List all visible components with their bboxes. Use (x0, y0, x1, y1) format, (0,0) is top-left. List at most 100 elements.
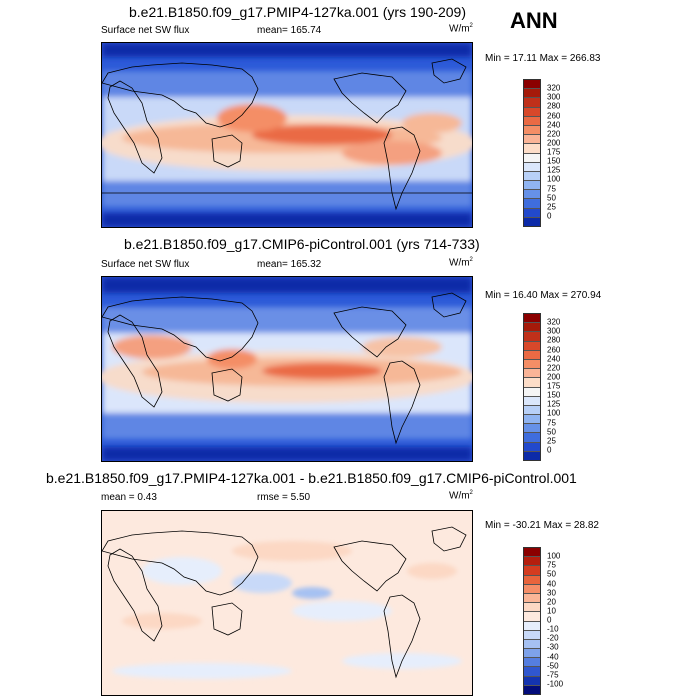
minmax-label: Min = -30.21 Max = 28.82 (485, 520, 599, 531)
colorbar-swatch (524, 369, 540, 379)
colorbar-swatch (524, 190, 540, 200)
colorbar-swatch (524, 603, 540, 613)
colorbar-tick-label: 0 (547, 445, 552, 455)
mean-label: mean= 165.74 (257, 25, 322, 36)
colorbar-tick-label: 150 (547, 390, 561, 400)
colorbar-swatch (524, 217, 540, 226)
colorbar-tick-label: -100 (547, 679, 564, 689)
colorbar-swatch (524, 557, 540, 567)
colorbar-swatch (524, 639, 540, 650)
units-label: W/m2 (449, 257, 473, 269)
colorbar-tick-label: 220 (547, 363, 561, 373)
colorbar-tick-label: 200 (547, 372, 561, 382)
mean-label: mean= 165.32 (257, 259, 322, 270)
colorbar-swatch (524, 181, 540, 191)
panel-title: b.e21.B1850.f09_g17.CMIP6-piControl.001 … (124, 236, 480, 252)
colorbar-swatch (524, 658, 540, 668)
colorbar-swatch (524, 153, 540, 163)
colorbar-tick-label: 125 (547, 165, 561, 175)
colorbar-tick-label: 100 (547, 408, 561, 418)
colorbar-swatch (524, 144, 540, 154)
colorbar-tick-label: 30 (547, 588, 556, 598)
colorbar-swatch (524, 98, 540, 108)
units-label: W/m2 (449, 490, 473, 502)
colorbar-swatch (524, 676, 540, 686)
colorbar-swatch (524, 116, 540, 126)
colorbar-swatch (524, 350, 540, 360)
colorbar-tick-label: 260 (547, 345, 561, 354)
colorbar-swatch (524, 171, 540, 182)
colorbar-swatch (524, 630, 540, 640)
colorbar-swatch (524, 341, 540, 351)
colorbar-tick-label: 300 (547, 92, 561, 102)
colorbar-swatch (524, 424, 540, 434)
mean-label: mean = 0.43 (101, 492, 157, 503)
colorbar-swatch (524, 415, 540, 425)
colorbar-swatch (524, 378, 540, 388)
season-label: ANN (510, 8, 558, 33)
units-label: W/m2 (449, 23, 473, 35)
colorbar-tick-label: -75 (547, 670, 559, 680)
colorbar-swatch (524, 548, 540, 558)
map-field (102, 511, 472, 695)
colorbar-tick-label: 240 (547, 120, 561, 130)
colorbar-swatch (524, 612, 540, 622)
colorbar-tick-label: 240 (547, 354, 561, 364)
colorbar-tick-label: 100 (547, 551, 561, 561)
colorbar-tick-label: 75 (547, 560, 556, 570)
colorbar-tick-label: 20 (547, 597, 556, 607)
colorbar-tick-label: 200 (547, 138, 561, 148)
colorbar (523, 547, 541, 695)
colorbar-tick-label: 0 (547, 615, 552, 625)
colorbar-tick-label: 220 (547, 129, 561, 139)
colorbar-swatch (524, 107, 540, 117)
colorbar-tick-label: 150 (547, 156, 561, 166)
colorbar-swatch (524, 387, 540, 397)
colorbar-swatch (524, 162, 540, 172)
colorbar-tick-label: 320 (547, 83, 561, 93)
colorbar-tick-label: 25 (547, 202, 556, 212)
panel-title: b.e21.B1850.f09_g17.PMIP4-127ka.001 - b.… (46, 470, 577, 486)
colorbar-swatch (524, 405, 540, 416)
colorbar-swatch (524, 359, 540, 370)
colorbar-tick-label: -10 (547, 624, 559, 634)
variable-label: Surface net SW flux (101, 25, 190, 36)
colorbar-tick-label: 280 (547, 335, 561, 345)
colorbar-tick-label: 100 (547, 174, 561, 184)
colorbar-tick-label: -30 (547, 642, 559, 652)
colorbar-tick-label: -20 (547, 633, 559, 643)
colorbar-tick-label: 280 (547, 101, 561, 111)
rmse-label: rmse = 5.50 (257, 492, 311, 503)
variable-label: Surface net SW flux (101, 259, 190, 270)
colorbar-tick-label: 300 (547, 326, 561, 336)
map-field (102, 43, 472, 227)
colorbar-tick-label: 10 (547, 606, 556, 616)
colorbar-swatch (524, 566, 540, 576)
colorbar-tick-label: 175 (547, 381, 561, 391)
colorbar-tick-label: 75 (547, 184, 556, 193)
minmax-label: Min = 17.11 Max = 266.83 (485, 53, 601, 64)
colorbar-swatch (524, 575, 540, 585)
colorbar-swatch (524, 199, 540, 209)
colorbar-tick-label: 0 (547, 211, 552, 221)
map-panel-3 (101, 510, 473, 696)
minmax-label: Min = 16.40 Max = 270.94 (485, 290, 602, 301)
colorbar-tick-label: 175 (547, 147, 561, 157)
colorbar-tick-label: 50 (547, 427, 556, 437)
colorbar-swatch (524, 621, 540, 631)
colorbar-swatch (524, 125, 540, 136)
panel-title: b.e21.B1850.f09_g17.PMIP4-127ka.001 (yrs… (129, 4, 467, 20)
colorbar-tick-label: 40 (547, 579, 556, 588)
colorbar-swatch (524, 323, 540, 333)
map-panel-1 (101, 42, 473, 228)
colorbar-swatch (524, 667, 540, 677)
colorbar-swatch (524, 584, 540, 594)
colorbar-swatch (524, 89, 540, 99)
colorbar-tick-label: 75 (547, 418, 556, 427)
colorbar-swatch (524, 451, 540, 460)
colorbar-ticks: 100 75 50 40 30 20 10 0 -10 -20 -30 -40 -50 -75 -100 (547, 547, 587, 693)
colorbar-swatch (524, 396, 540, 406)
map-panel-2 (101, 276, 473, 462)
colorbar-swatch (524, 208, 540, 218)
colorbar-tick-label: 25 (547, 436, 556, 446)
